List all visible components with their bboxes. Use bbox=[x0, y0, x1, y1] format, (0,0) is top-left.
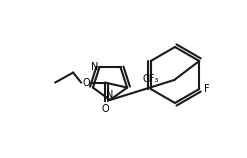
Text: N: N bbox=[91, 62, 98, 72]
Text: N: N bbox=[106, 90, 114, 100]
Text: O: O bbox=[101, 103, 109, 114]
Text: CF₃: CF₃ bbox=[143, 74, 159, 84]
Text: O: O bbox=[82, 78, 90, 88]
Text: F: F bbox=[205, 84, 210, 94]
